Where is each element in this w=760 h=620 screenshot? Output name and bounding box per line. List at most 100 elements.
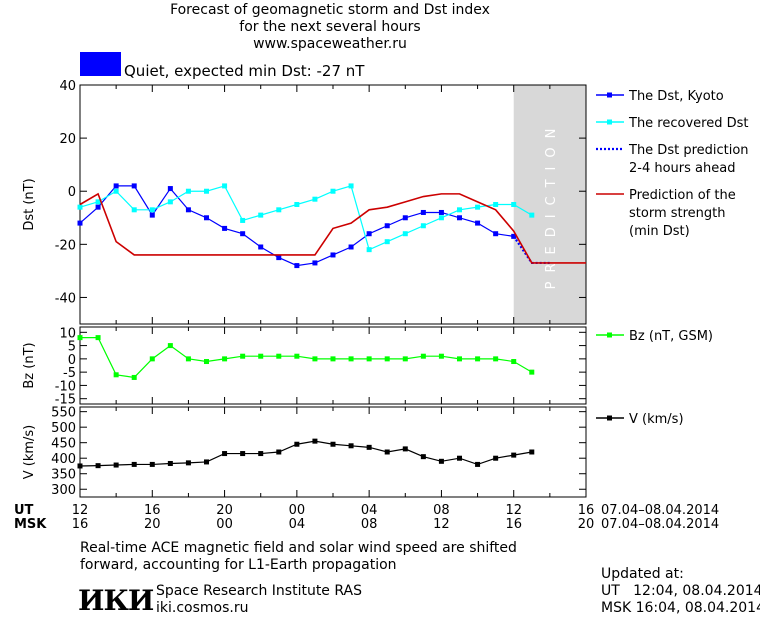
data-point: [149, 461, 155, 467]
msk-axis-label: MSK: [14, 517, 47, 532]
data-point: [185, 460, 191, 466]
data-point: [475, 356, 481, 362]
legend-label: The Dst, Kyoto: [628, 89, 724, 104]
data-point: [384, 223, 390, 229]
y-tick-label: -10: [55, 379, 76, 394]
data-point: [312, 438, 318, 444]
legend-label: Prediction of the: [629, 188, 736, 203]
data-point: [77, 463, 83, 469]
series-line: [79, 192, 586, 264]
y-axis-label: V (km/s): [22, 425, 37, 480]
msk-date-range: 07.04–08.04.2014: [601, 517, 719, 532]
ut-tick-label: 16: [578, 503, 595, 518]
data-point: [438, 353, 444, 359]
data-point: [457, 215, 462, 221]
msk-tick-label: 04: [289, 517, 306, 532]
data-point: [222, 451, 228, 457]
data-point: [149, 207, 155, 213]
footer-note-line-2: forward, accounting for L1-Earth propaga…: [80, 557, 397, 573]
y-axis-label: Dst (nT): [22, 178, 37, 230]
legend-label: V (km/s): [629, 412, 684, 427]
data-point: [113, 183, 119, 189]
data-point: [330, 356, 336, 362]
data-point: [420, 454, 426, 460]
msk-tick-label: 20: [144, 517, 161, 532]
data-point: [77, 220, 83, 226]
y-tick-label: 450: [51, 437, 76, 452]
data-point: [240, 451, 246, 457]
y-tick-label: 400: [51, 452, 76, 467]
data-point: [131, 461, 137, 467]
data-point: [77, 335, 83, 341]
data-point: [276, 207, 282, 213]
data-point: [222, 183, 228, 189]
y-tick-label: -5: [63, 366, 76, 381]
legend-label: The recovered Dst: [628, 116, 748, 131]
iki-logo: ИКИ: [78, 584, 154, 617]
msk-tick-label: 00: [216, 517, 233, 532]
legend-marker: [607, 92, 612, 98]
msk-tick-label: 12: [433, 517, 450, 532]
data-point: [511, 452, 517, 458]
data-point: [294, 263, 300, 269]
data-point: [493, 455, 499, 461]
y-tick-label: 300: [51, 483, 76, 498]
msk-tick-label: 20: [578, 517, 595, 532]
title-line-2: for the next several hours: [239, 19, 421, 35]
source-url: www.spaceweather.ru: [253, 36, 407, 52]
data-point: [402, 215, 408, 221]
org-block: Space Research Institute RAS iki.cosmos.…: [156, 583, 362, 617]
data-point: [204, 359, 209, 365]
msk-tick-label: 16: [505, 517, 522, 532]
data-point: [457, 207, 462, 213]
data-point: [113, 372, 119, 378]
data-point: [149, 212, 155, 218]
ut-tick-label: 08: [433, 503, 450, 518]
legend-label: The Dst prediction: [628, 143, 749, 158]
data-point: [493, 202, 499, 207]
data-point: [312, 260, 318, 266]
data-point: [149, 356, 155, 362]
data-point: [384, 356, 390, 362]
updated-msk: MSK 16:04, 08.04.2014: [601, 600, 760, 616]
y-tick-label: 350: [51, 468, 76, 483]
updated-label: Updated at:: [601, 566, 684, 582]
status-text: Quiet, expected min Dst: -27 nT: [124, 62, 365, 80]
data-point: [384, 239, 390, 245]
data-point: [529, 449, 535, 455]
data-point: [330, 252, 336, 258]
y-tick-label: 40: [59, 79, 76, 94]
data-point: [420, 223, 426, 229]
plot-frame: [79, 406, 587, 498]
data-point: [348, 244, 354, 250]
data-point: [294, 353, 300, 359]
data-point: [475, 220, 481, 226]
legend-label: storm strength: [629, 206, 726, 221]
msk-tick-label: 08: [361, 517, 378, 532]
data-point: [402, 446, 408, 452]
data-point: [95, 335, 101, 341]
ut-tick-label: 12: [505, 503, 522, 518]
data-point: [167, 186, 173, 192]
series-line: [80, 337, 533, 379]
series-line: [79, 440, 532, 467]
data-point: [185, 207, 191, 213]
data-point: [258, 451, 264, 457]
data-point: [420, 209, 426, 215]
data-point: [276, 353, 282, 359]
legend-label: (min Dst): [629, 224, 690, 239]
prediction-band-label: PREDICTION: [544, 120, 559, 290]
data-point: [131, 183, 137, 189]
data-point: [475, 204, 481, 210]
data-point: [511, 359, 517, 365]
ut-date-range: 07.04–08.04.2014: [601, 503, 719, 518]
y-tick-label: -15: [55, 393, 76, 408]
data-point: [511, 202, 517, 207]
data-point: [420, 353, 426, 359]
org-url[interactable]: iki.cosmos.ru: [156, 600, 249, 616]
data-point: [276, 449, 282, 455]
data-point: [384, 449, 390, 455]
ut-tick-label: 20: [216, 503, 233, 518]
data-point: [438, 215, 444, 221]
